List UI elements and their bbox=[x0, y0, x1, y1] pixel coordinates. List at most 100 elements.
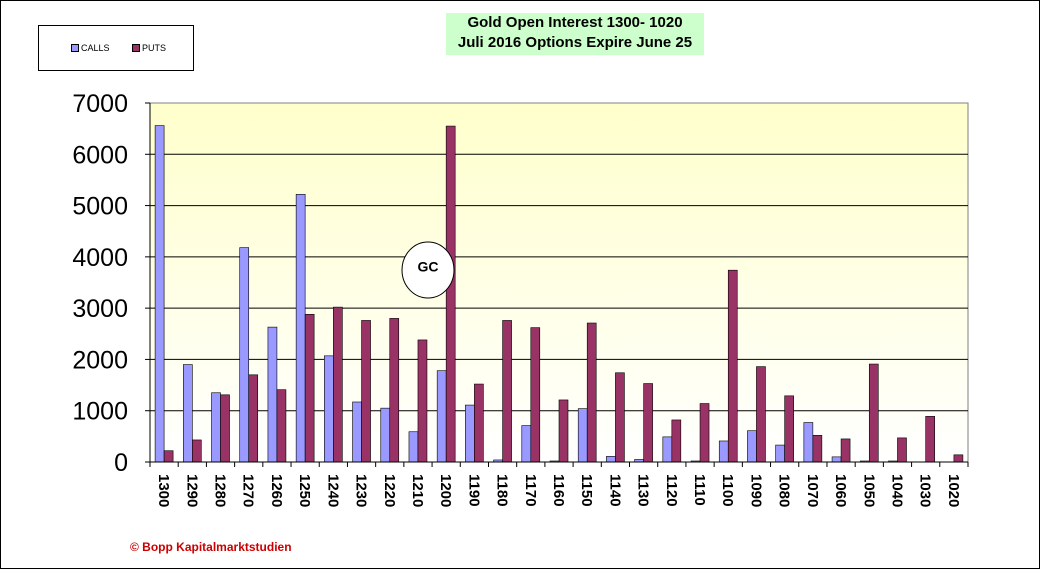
y-tick-label: 3000 bbox=[72, 295, 128, 323]
bars bbox=[154, 125, 964, 463]
x-tick-label: 1090 bbox=[747, 474, 764, 507]
legend-swatch-calls bbox=[71, 44, 79, 52]
bar-calls bbox=[183, 364, 193, 463]
bar-calls bbox=[577, 408, 588, 463]
x-tick-label: 1160 bbox=[550, 474, 567, 507]
bar-puts bbox=[474, 383, 484, 463]
x-tick-label: 1040 bbox=[888, 474, 905, 507]
x-tick-label: 1230 bbox=[353, 474, 370, 507]
x-tick-label: 1300 bbox=[155, 474, 172, 507]
bar-puts bbox=[812, 435, 823, 463]
bar-calls bbox=[408, 431, 419, 463]
x-tick-label: 1200 bbox=[437, 474, 454, 507]
gc-label: GC bbox=[418, 259, 439, 275]
bar-calls bbox=[465, 404, 475, 463]
x-tick-label: 1260 bbox=[268, 474, 285, 507]
bar-calls bbox=[295, 193, 306, 463]
y-tick-label: 6000 bbox=[72, 141, 128, 169]
bar-puts bbox=[248, 374, 259, 463]
bar-calls bbox=[747, 430, 757, 463]
legend-label-calls: CALLS bbox=[81, 43, 110, 53]
bar-calls bbox=[831, 456, 842, 463]
x-tick-label: 1050 bbox=[860, 474, 877, 507]
x-tick-label: 1280 bbox=[212, 474, 229, 507]
bar-puts bbox=[643, 383, 653, 463]
bar-puts bbox=[276, 389, 287, 463]
bar-calls bbox=[352, 401, 362, 463]
bar-puts bbox=[333, 306, 343, 463]
x-tick-label: 1150 bbox=[578, 474, 595, 507]
gc-annotation: GC bbox=[401, 241, 455, 299]
x-tick-label: 1070 bbox=[804, 474, 821, 507]
bar-calls bbox=[267, 326, 278, 463]
bar-calls bbox=[521, 425, 532, 463]
legend-swatch-puts bbox=[132, 44, 140, 52]
chart-title: Gold Open Interest 1300- 1020 bbox=[467, 14, 683, 31]
x-tick-label: 1140 bbox=[606, 474, 623, 507]
x-tick-label: 1080 bbox=[776, 474, 793, 507]
bar-puts bbox=[445, 125, 456, 463]
bar-puts bbox=[897, 437, 907, 463]
bar-puts bbox=[530, 327, 541, 463]
bar-puts bbox=[925, 416, 935, 463]
bar-calls bbox=[154, 125, 165, 463]
bar-calls bbox=[662, 436, 673, 463]
y-tick-label: 4000 bbox=[72, 244, 128, 272]
bar-puts bbox=[953, 454, 964, 463]
bar-puts bbox=[586, 322, 597, 463]
copyright-text: © Bopp Kapitalmarktstudien bbox=[130, 540, 292, 554]
bar-puts bbox=[727, 269, 738, 463]
bar-puts bbox=[615, 372, 625, 463]
x-tick-label: 1060 bbox=[832, 474, 849, 507]
grid-lines bbox=[150, 153, 968, 412]
axes bbox=[145, 102, 969, 467]
legend-item-puts: PUTS bbox=[132, 43, 166, 53]
x-tick-label: 1210 bbox=[409, 474, 426, 507]
bar-calls bbox=[606, 456, 616, 463]
bar-puts bbox=[304, 313, 315, 463]
y-tick-label: 0 bbox=[114, 449, 128, 477]
y-tick-label: 1000 bbox=[72, 398, 128, 426]
bar-calls bbox=[775, 444, 785, 463]
bar-puts bbox=[417, 339, 428, 463]
x-tick-label: 1180 bbox=[494, 474, 511, 507]
x-tick-label: 1030 bbox=[917, 474, 934, 507]
bar-puts bbox=[868, 363, 879, 463]
chart-legend: CALLS PUTS bbox=[38, 25, 194, 71]
bar-calls bbox=[380, 407, 391, 463]
bar-calls bbox=[324, 355, 334, 463]
legend-label-puts: PUTS bbox=[142, 43, 167, 53]
x-tick-label: 1190 bbox=[465, 474, 482, 507]
bar-puts bbox=[784, 395, 794, 463]
y-tick-label: 5000 bbox=[72, 193, 128, 221]
bar-puts bbox=[756, 366, 766, 463]
bar-puts bbox=[389, 318, 400, 463]
x-tick-label: 1290 bbox=[183, 474, 200, 507]
x-tick-label: 1120 bbox=[663, 474, 680, 507]
x-tick-label: 1220 bbox=[381, 474, 398, 507]
bar-calls bbox=[211, 392, 221, 463]
chart-subtitle: Juli 2016 Options Expire June 25 bbox=[457, 34, 693, 51]
y-tick-labels: 0 1000 2000 3000 4000 5000 6000 7000 bbox=[72, 90, 128, 477]
x-tick-label: 1170 bbox=[522, 474, 539, 507]
bar-puts bbox=[220, 394, 230, 463]
x-tick-label: 1240 bbox=[324, 474, 341, 507]
bar-calls bbox=[436, 370, 447, 463]
x-tick-label: 1020 bbox=[945, 474, 962, 507]
x-tick-label: 1110 bbox=[691, 474, 708, 506]
bar-puts bbox=[699, 403, 710, 463]
gc-ellipse bbox=[401, 241, 455, 299]
y-tick-label: 7000 bbox=[72, 90, 128, 118]
bar-puts bbox=[840, 438, 851, 463]
legend-item-calls: CALLS bbox=[71, 43, 110, 53]
x-tick-label: 1250 bbox=[296, 474, 313, 507]
bar-puts bbox=[192, 439, 202, 463]
chart-title-box: Gold Open Interest 1300- 1020 Juli 2016 … bbox=[446, 13, 704, 55]
x-tick-label: 1270 bbox=[240, 474, 257, 507]
bar-calls bbox=[803, 422, 814, 463]
bar-calls bbox=[718, 440, 729, 463]
x-tick-label: 1100 bbox=[719, 474, 736, 507]
bar-puts bbox=[671, 419, 682, 463]
y-tick-label: 2000 bbox=[72, 346, 128, 374]
